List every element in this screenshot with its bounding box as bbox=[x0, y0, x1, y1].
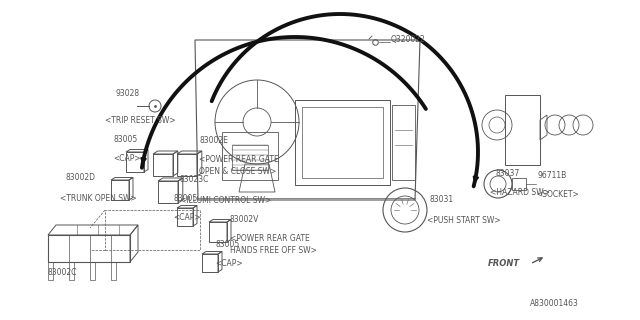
Text: 83037: 83037 bbox=[495, 169, 519, 178]
Text: <POWER REAR GATE: <POWER REAR GATE bbox=[199, 155, 279, 164]
Text: 83002E: 83002E bbox=[199, 136, 228, 145]
Text: <ILLUMI CONTROL SW>: <ILLUMI CONTROL SW> bbox=[180, 196, 271, 205]
Text: <SOCKET>: <SOCKET> bbox=[536, 190, 579, 199]
Text: 83005: 83005 bbox=[113, 135, 137, 144]
Text: 83005: 83005 bbox=[173, 194, 197, 203]
Text: HANDS FREE OFF SW>: HANDS FREE OFF SW> bbox=[230, 246, 317, 255]
Text: 83023C: 83023C bbox=[180, 175, 209, 184]
Text: <CAP>: <CAP> bbox=[173, 213, 200, 222]
Text: 83005: 83005 bbox=[215, 240, 239, 249]
Text: 83002C: 83002C bbox=[48, 268, 77, 277]
Text: <TRUNK OPEN SW>: <TRUNK OPEN SW> bbox=[60, 194, 137, 203]
Text: 93028: 93028 bbox=[115, 89, 139, 98]
Text: <CAP>: <CAP> bbox=[113, 154, 141, 163]
Text: <CAP>: <CAP> bbox=[215, 259, 243, 268]
Text: <HAZARD SW>: <HAZARD SW> bbox=[490, 188, 550, 197]
Text: <PUSH START SW>: <PUSH START SW> bbox=[427, 216, 500, 225]
Text: 83002V: 83002V bbox=[230, 215, 259, 224]
Text: 83031: 83031 bbox=[430, 195, 454, 204]
Text: <TRIP RESET SW>: <TRIP RESET SW> bbox=[105, 116, 175, 125]
Text: 83002D: 83002D bbox=[66, 173, 96, 182]
Text: FRONT: FRONT bbox=[488, 259, 520, 268]
Text: <POWER REAR GATE: <POWER REAR GATE bbox=[230, 234, 310, 243]
Text: Q320022: Q320022 bbox=[391, 35, 426, 44]
Text: OPEN & CLOSE SW>: OPEN & CLOSE SW> bbox=[199, 167, 276, 176]
Text: 96711B: 96711B bbox=[538, 171, 567, 180]
Text: A830001463: A830001463 bbox=[530, 299, 579, 308]
